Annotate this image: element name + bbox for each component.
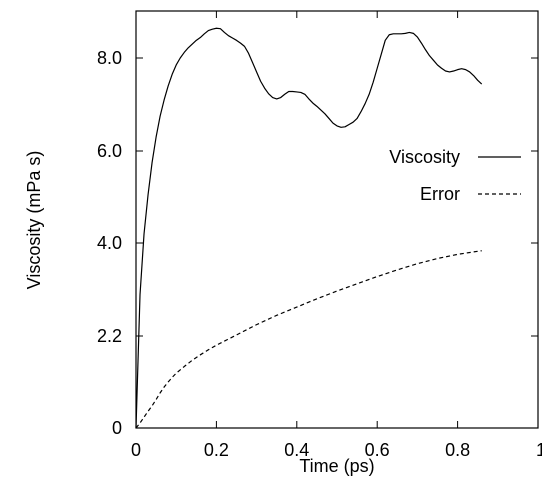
x-tick-label: 0.4: [284, 440, 309, 460]
x-tick-label: 0: [131, 440, 141, 460]
x-axis-ticks: 0 0.2 0.4 0.6 0.8 1: [131, 11, 542, 460]
series-layer: [135, 27, 483, 429]
y-tick-label: 8.0: [97, 48, 122, 68]
x-tick-label: 0.6: [365, 440, 390, 460]
series-line-viscosity: [135, 27, 483, 429]
y-axis-ticks: 0 2.2 4.0 6.0 8.0: [97, 48, 538, 438]
series-line-error: [135, 250, 482, 429]
y-tick-label: 2.2: [97, 326, 122, 346]
x-tick-label: 1: [536, 440, 542, 460]
y-axis-label: Viscosity (mPa s): [24, 151, 44, 290]
x-tick-label: 0.8: [445, 440, 470, 460]
y-tick-label: 6.0: [97, 141, 122, 161]
legend-label-viscosity: Viscosity: [389, 147, 460, 167]
y-tick-label: 0: [112, 418, 122, 438]
plot-frame: [135, 10, 539, 429]
y-tick-label: 4.0: [97, 233, 122, 253]
x-tick-label: 0.2: [204, 440, 229, 460]
legend: Viscosity Error: [389, 147, 521, 204]
legend-label-error: Error: [420, 184, 460, 204]
x-axis-label: Time (ps): [299, 456, 374, 476]
